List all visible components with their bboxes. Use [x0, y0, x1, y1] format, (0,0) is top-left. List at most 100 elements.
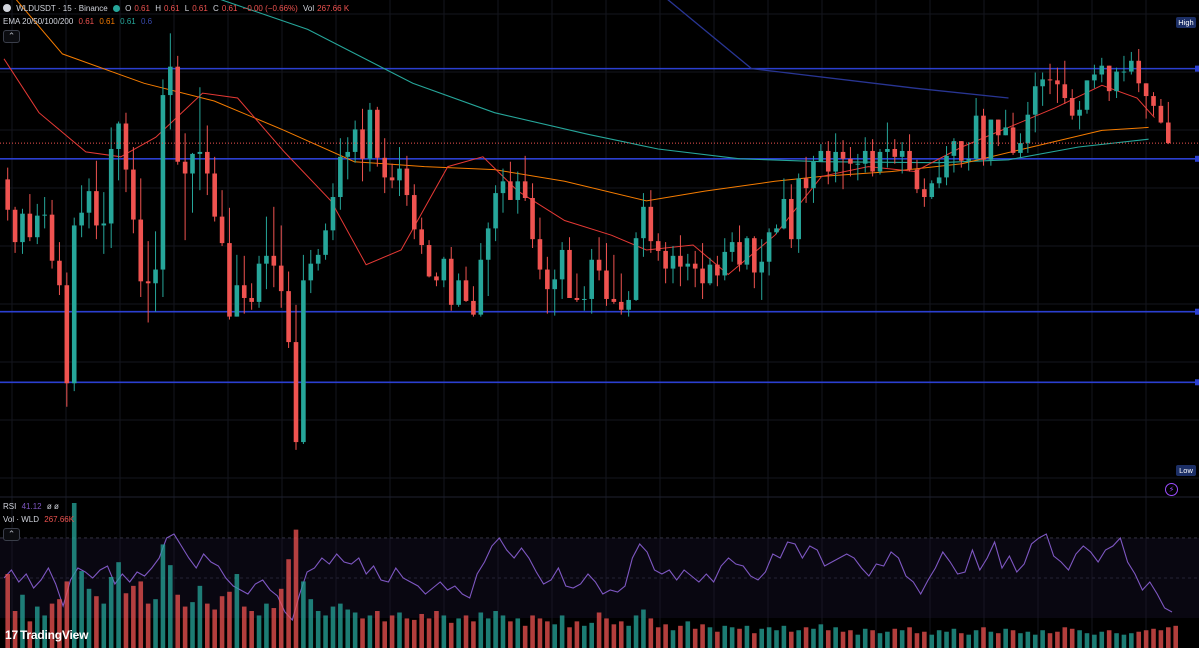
volume-bar	[899, 630, 905, 648]
symbol-title[interactable]: WLDUSDT · 15 · Binance	[16, 4, 108, 13]
candle-body	[175, 66, 181, 162]
lightning-icon[interactable]: ⚡	[1165, 483, 1178, 496]
candle	[552, 269, 558, 316]
candle-body	[160, 95, 166, 270]
candle-body	[663, 250, 668, 269]
collapse-pane-button[interactable]: ⌃	[3, 528, 20, 541]
rsi-legend[interactable]: RSI 41.12 ø ø	[3, 502, 62, 512]
candle	[1069, 89, 1075, 120]
ema-label[interactable]: EMA 20/50/100/200	[3, 17, 74, 26]
candle-body	[877, 151, 883, 172]
volume-bar	[678, 625, 683, 648]
volume-bar	[212, 609, 217, 648]
candle	[766, 228, 772, 276]
volume-bar	[774, 630, 779, 648]
volume-bar	[1129, 633, 1134, 648]
ema-legend[interactable]: EMA 20/50/100/200 0.61 0.61 0.61 0.6	[3, 17, 155, 27]
candle-body	[301, 280, 306, 443]
candle-body	[522, 181, 528, 198]
candle	[788, 184, 794, 248]
candle-body	[323, 230, 328, 255]
level-handle	[1195, 379, 1199, 386]
candle	[944, 146, 949, 186]
candle-body	[922, 189, 927, 198]
candle	[456, 273, 461, 307]
low-badge[interactable]: Low	[1176, 465, 1196, 476]
volume-bar	[737, 628, 742, 648]
candle	[293, 304, 299, 450]
candle	[1025, 101, 1031, 153]
volume-bar	[944, 631, 949, 648]
candle	[101, 192, 107, 254]
volume-bar	[71, 503, 77, 648]
candle	[256, 255, 262, 308]
candle	[678, 235, 683, 287]
symbol-logo-icon[interactable]	[3, 4, 11, 12]
candle-body	[855, 163, 861, 165]
candle-body	[79, 212, 84, 226]
candle	[1129, 51, 1134, 75]
candle	[803, 156, 809, 203]
candle-body	[729, 242, 735, 252]
candle-body	[42, 214, 47, 216]
collapse-legend-button[interactable]: ⌃	[3, 30, 20, 43]
volume-bar	[1092, 634, 1097, 648]
candle	[79, 185, 84, 238]
candle-body	[840, 151, 846, 159]
candle	[995, 119, 1001, 147]
candle	[1114, 67, 1119, 99]
volume-bar	[57, 599, 62, 648]
high-value: 0.61	[163, 4, 180, 13]
high-badge[interactable]: High	[1176, 17, 1196, 28]
candle	[729, 232, 735, 262]
volume-bar	[411, 619, 417, 648]
volume-legend[interactable]: Vol · WLD 267.66K	[3, 515, 77, 525]
candle	[1040, 72, 1045, 106]
candle	[1151, 92, 1156, 116]
volume-bar	[360, 618, 365, 648]
candle	[759, 239, 765, 300]
candle-body	[471, 300, 476, 315]
candle-body	[530, 198, 535, 240]
candle-body	[212, 173, 217, 217]
candle-body	[885, 148, 890, 152]
rsi-label[interactable]: RSI	[3, 502, 17, 511]
candle	[57, 242, 62, 296]
tradingview-logo[interactable]: 17 TradingView	[5, 628, 88, 642]
candle	[855, 153, 861, 181]
candle-body	[1062, 84, 1068, 99]
candle-body	[596, 259, 602, 271]
symbol-legend: WLDUSDT · 15 · Binance O 0.61 H 0.61 L 0.61…	[3, 4, 352, 14]
candle-body	[825, 150, 831, 172]
candle-body	[382, 157, 388, 178]
candle-body	[86, 191, 92, 213]
candle	[42, 197, 47, 229]
volume-bar	[1114, 633, 1119, 648]
candle-body	[338, 156, 343, 198]
volume-bar	[803, 627, 809, 648]
candle-body	[1092, 74, 1097, 81]
candle	[515, 171, 521, 214]
volume-bar	[493, 611, 498, 648]
candle	[596, 237, 602, 281]
volume-bar	[323, 615, 328, 648]
volume-bar	[389, 615, 395, 648]
candle	[922, 178, 927, 207]
candle	[1032, 72, 1038, 133]
candle-body	[678, 255, 683, 267]
volume-bar	[1121, 634, 1127, 648]
candle	[182, 133, 188, 241]
volume-value: 267.66K	[44, 515, 75, 524]
candle-body	[345, 151, 351, 157]
candle-body	[34, 215, 40, 238]
candle-body	[404, 168, 410, 196]
candle-body	[286, 291, 291, 343]
volume-bar	[995, 633, 1001, 648]
candle-body	[108, 148, 114, 224]
volume-bar	[707, 627, 713, 648]
volume-label[interactable]: Vol · WLD	[3, 515, 40, 524]
candle-body	[249, 297, 254, 302]
candle	[5, 167, 10, 221]
candle-body	[271, 255, 277, 266]
